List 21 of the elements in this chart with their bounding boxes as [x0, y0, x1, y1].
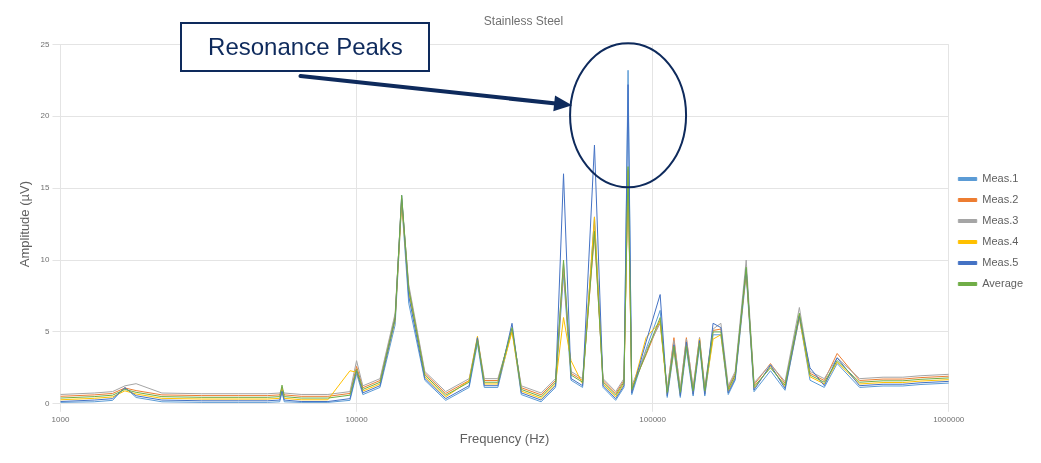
y-tick-label: 5	[45, 327, 51, 337]
chart-title: Stainless Steel	[483, 13, 564, 28]
x-axis-title: Frequency (Hz)	[459, 430, 550, 446]
legend-label: Meas.1	[982, 172, 1019, 185]
legend-label: Average	[982, 277, 1024, 290]
y-tick-label: 20	[40, 111, 51, 121]
x-tick-label: 1000	[51, 414, 70, 424]
y-tick-label: 10	[40, 255, 51, 265]
legend-label: Meas.4	[982, 235, 1019, 248]
annotation: Resonance Peaks	[208, 33, 403, 61]
y-tick-label: 15	[40, 183, 51, 193]
legend-label: Meas.2	[982, 193, 1019, 206]
x-tick-label: 1000000	[933, 414, 965, 424]
y-tick-label: 0	[45, 399, 51, 408]
x-tick-label: 10000	[345, 414, 369, 424]
legend-label: Meas.5	[982, 256, 1019, 269]
x-tick-label: 100000	[639, 414, 667, 424]
legend-label: Meas.3	[982, 214, 1019, 227]
y-tick-label: 25	[40, 39, 51, 49]
callout-box: Resonance Peaks	[180, 22, 431, 72]
y-axis-title: Amplitude (µV)	[17, 180, 33, 268]
